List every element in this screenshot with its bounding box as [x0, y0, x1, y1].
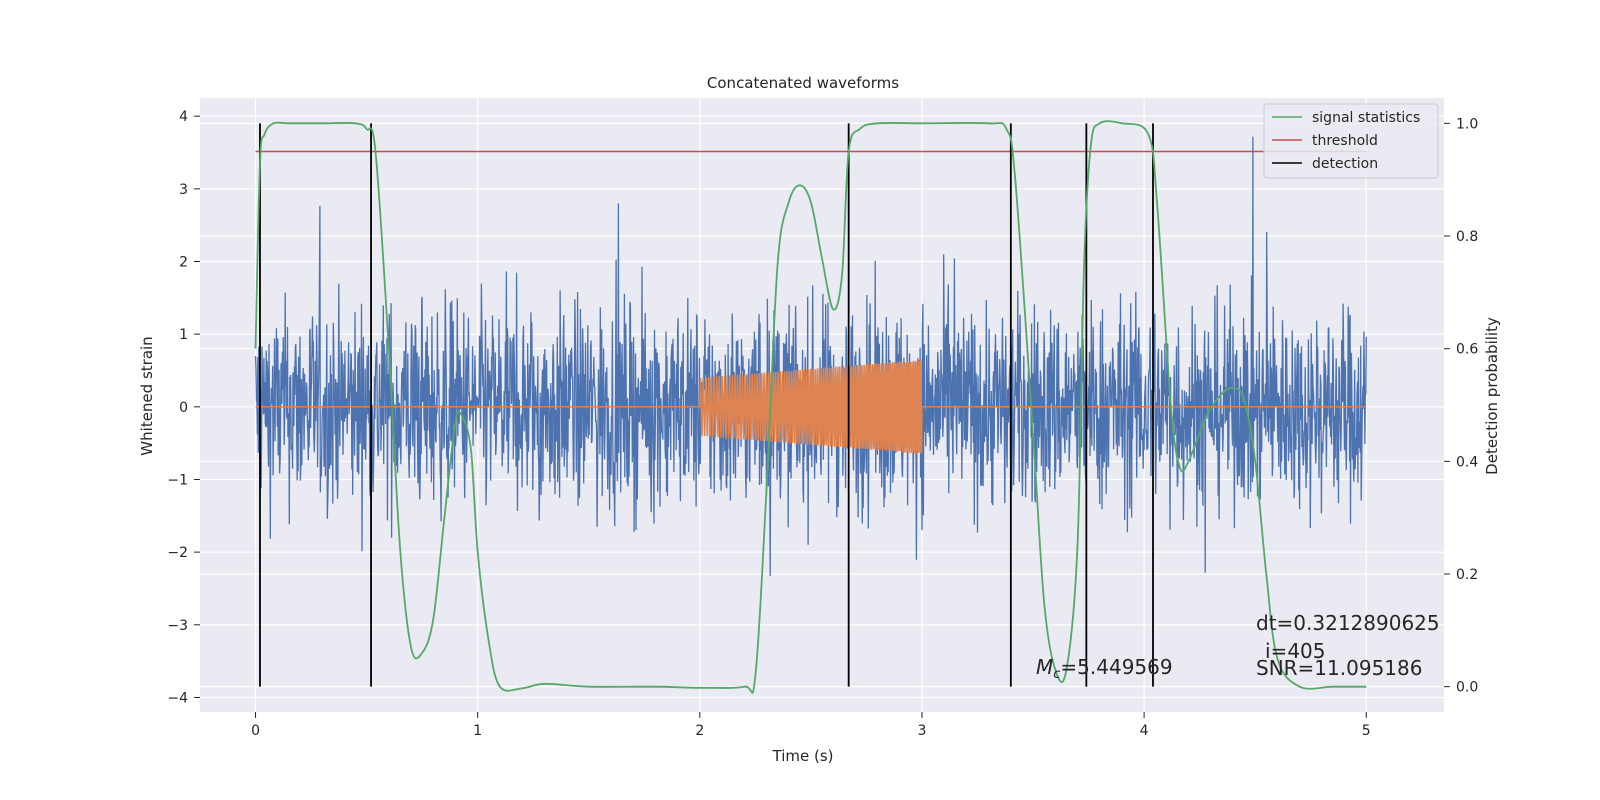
- signal-statistics-line: [254, 120, 1367, 694]
- x-tick-label: 2: [695, 723, 704, 739]
- y-tick-label: 4: [179, 109, 188, 125]
- legend-label-detection: detection: [1312, 156, 1378, 172]
- x-axis-label: Time (s): [772, 747, 834, 765]
- chart-title: Concatenated waveforms: [707, 74, 899, 92]
- y-tick-label: 2: [179, 254, 188, 270]
- x-tick-label: 3: [918, 723, 927, 739]
- y-axis-right-label: Detection probability: [1483, 317, 1501, 475]
- y-right-tick-label: 0.4: [1456, 454, 1478, 470]
- legend-label-signal-statistics: signal statistics: [1312, 110, 1420, 126]
- y-tick-label: 0: [179, 400, 188, 416]
- snr-annotation: SNR=11.095186: [1256, 656, 1422, 680]
- y-tick-label: −1: [167, 472, 188, 488]
- y-tick-label: −4: [167, 690, 188, 706]
- signal-statistics-series: [254, 120, 1367, 694]
- x-axis: 0 1 2 3 4 5: [251, 712, 1371, 739]
- detection-series: [259, 123, 1154, 687]
- y-right-tick-label: 0.2: [1456, 567, 1478, 583]
- right-y-axis: 0.0 0.2 0.4 0.6 0.8 1.0: [1444, 116, 1478, 696]
- dt-annotation: dt=0.3212890625: [1256, 611, 1440, 635]
- annotations: Mc=5.449569 dt=0.3212890625 i=405 SNR=11…: [1036, 611, 1440, 682]
- y-axis-label: Whitened strain: [138, 336, 156, 455]
- y-right-tick-label: 0.0: [1456, 680, 1478, 696]
- y-tick-label: 1: [179, 327, 188, 343]
- legend-frame: [1263, 103, 1439, 179]
- x-tick-label: 1: [473, 723, 482, 739]
- y-right-tick-label: 0.8: [1456, 229, 1478, 245]
- x-tick-label: 5: [1362, 723, 1371, 739]
- template-line: [255, 359, 1367, 454]
- y-tick-label: −3: [167, 618, 188, 634]
- y-tick-label: −2: [167, 545, 188, 561]
- y-right-tick-label: 0.6: [1456, 342, 1478, 358]
- legend-label-threshold: threshold: [1312, 133, 1378, 149]
- i-annotation: i=405: [1265, 639, 1326, 663]
- y-tick-label: 3: [179, 182, 188, 198]
- x-tick-label: 0: [251, 723, 260, 739]
- left-y-axis: −4 −3 −2 −1 0 1 2 3 4: [167, 109, 200, 706]
- y-right-tick-label: 1.0: [1456, 116, 1478, 132]
- mc-annotation: Mc=5.449569: [1036, 655, 1173, 682]
- x-tick-label: 4: [1140, 723, 1149, 739]
- legend: signal statistics threshold detection: [1263, 103, 1439, 179]
- template-series: [255, 359, 1367, 454]
